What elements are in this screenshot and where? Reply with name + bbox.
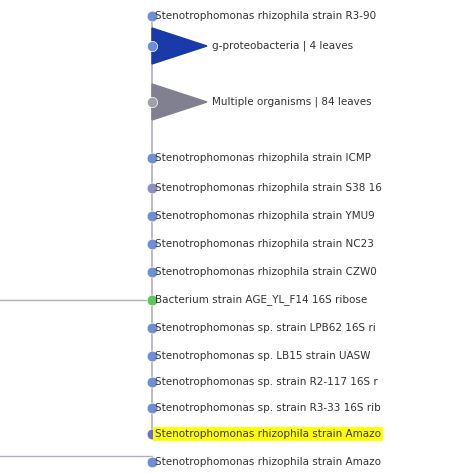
Text: Stenotrophomonas rhizophila strain Amazo: Stenotrophomonas rhizophila strain Amazo <box>155 429 381 439</box>
Text: Stenotrophomonas sp. strain R3-33 16S rib: Stenotrophomonas sp. strain R3-33 16S ri… <box>155 403 381 413</box>
Text: Stenotrophomonas rhizophila strain S38 16: Stenotrophomonas rhizophila strain S38 1… <box>155 183 382 193</box>
Point <box>148 268 156 276</box>
Point <box>148 42 156 50</box>
Point <box>148 378 156 386</box>
Point <box>148 184 156 192</box>
Point <box>148 404 156 412</box>
Text: Stenotrophomonas sp. strain LPB62 16S ri: Stenotrophomonas sp. strain LPB62 16S ri <box>155 323 376 333</box>
Text: Stenotrophomonas rhizophila strain NC23: Stenotrophomonas rhizophila strain NC23 <box>155 239 374 249</box>
Point <box>148 458 156 466</box>
Text: Stenotrophomonas rhizophila strain YMU9: Stenotrophomonas rhizophila strain YMU9 <box>155 211 375 221</box>
Polygon shape <box>152 28 207 64</box>
Point <box>148 430 156 438</box>
Text: Stenotrophomonas rhizophila strain ICMP: Stenotrophomonas rhizophila strain ICMP <box>155 153 371 163</box>
Text: Stenotrophomonas sp. LB15 strain UASW: Stenotrophomonas sp. LB15 strain UASW <box>155 351 371 361</box>
Text: g-proteobacteria | 4 leaves: g-proteobacteria | 4 leaves <box>212 41 353 51</box>
Point <box>148 154 156 162</box>
Point <box>148 12 156 20</box>
Point <box>148 212 156 220</box>
Polygon shape <box>152 84 207 120</box>
Point <box>148 352 156 360</box>
Text: Stenotrophomonas rhizophila strain CZW0: Stenotrophomonas rhizophila strain CZW0 <box>155 267 377 277</box>
Text: Stenotrophomonas rhizophila strain R3-90: Stenotrophomonas rhizophila strain R3-90 <box>155 11 376 21</box>
Point <box>148 324 156 332</box>
Point <box>148 98 156 106</box>
Point <box>148 240 156 248</box>
Text: Bacterium strain AGE_YL_F14 16S ribose: Bacterium strain AGE_YL_F14 16S ribose <box>155 294 367 305</box>
Text: Multiple organisms | 84 leaves: Multiple organisms | 84 leaves <box>212 97 372 107</box>
Text: Stenotrophomonas sp. strain R2-117 16S r: Stenotrophomonas sp. strain R2-117 16S r <box>155 377 378 387</box>
Point <box>148 296 156 304</box>
Text: Stenotrophomonas rhizophila strain Amazo: Stenotrophomonas rhizophila strain Amazo <box>155 457 381 467</box>
